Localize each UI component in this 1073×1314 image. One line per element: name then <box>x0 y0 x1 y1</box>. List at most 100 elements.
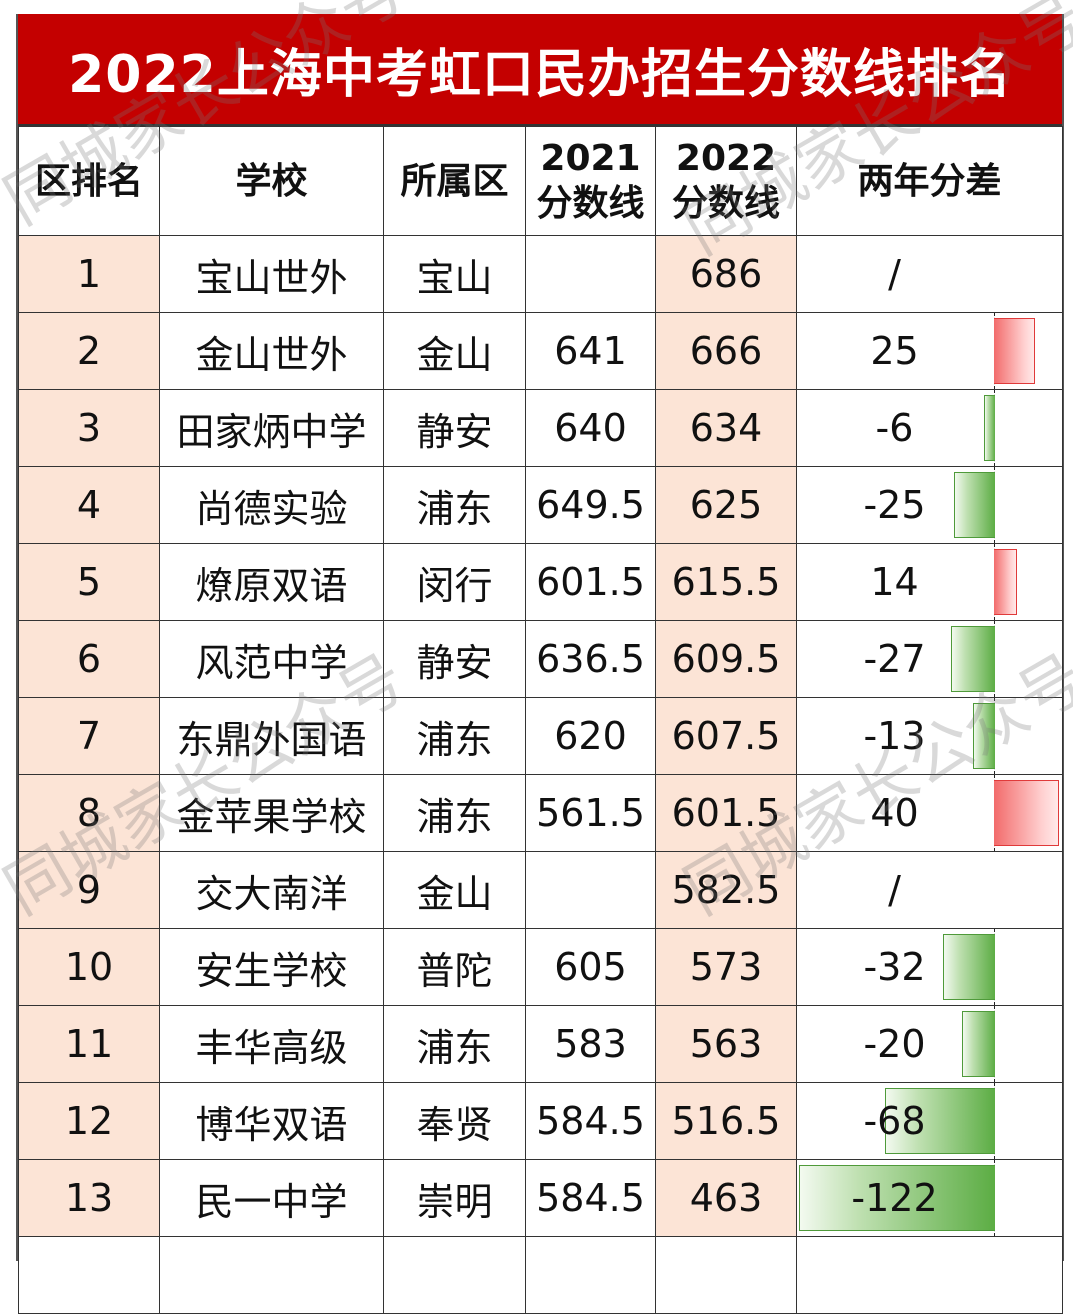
cell-rank: 3 <box>18 389 160 467</box>
cell-rank: 8 <box>18 774 160 852</box>
cell-rank: 6 <box>18 620 160 698</box>
table-row: 7 东鼎外国语 浦东 620 607.5 -13 <box>18 697 1063 775</box>
diff-bar-negative <box>973 703 995 769</box>
cell-school: 尚德实验 <box>159 466 384 544</box>
cell-school: 交大南洋 <box>159 851 384 929</box>
cell-rank: 1 <box>18 235 160 313</box>
cell-rank: 9 <box>18 851 160 929</box>
cell-score-2022: 615.5 <box>655 543 797 621</box>
cell-school: 民一中学 <box>159 1159 384 1237</box>
table-row: 12 博华双语 奉贤 584.5 516.5 -68 <box>18 1082 1063 1160</box>
table-row: 8 金苹果学校 浦东 561.5 601.5 40 <box>18 774 1063 852</box>
diff-bar-negative <box>799 1165 995 1231</box>
table-row: 2 金山世外 金山 641 666 25 <box>18 312 1063 390</box>
cell-score-2022: 582.5 <box>655 851 797 929</box>
cell-rank: 2 <box>18 312 160 390</box>
cell-school: 风范中学 <box>159 620 384 698</box>
cell-rank: 5 <box>18 543 160 621</box>
diff-bar-positive <box>994 780 1059 846</box>
cell-district: 奉贤 <box>383 1082 526 1160</box>
header-school: 学校 <box>159 126 384 236</box>
cell-empty <box>525 1236 656 1314</box>
cell-rank: 4 <box>18 466 160 544</box>
cell-diff: 40 <box>796 774 1063 852</box>
diff-bar-negative <box>962 1011 995 1077</box>
header-score-2022-year: 2022 <box>675 138 777 179</box>
diff-value: -32 <box>863 945 926 989</box>
cell-rank: 10 <box>18 928 160 1006</box>
header-score-2022: 2022 分数线 <box>655 126 797 236</box>
header-rank: 区排名 <box>18 126 160 236</box>
cell-district: 金山 <box>383 312 526 390</box>
cell-district: 浦东 <box>383 697 526 775</box>
diff-value: -25 <box>863 483 926 527</box>
diff-bar-positive <box>994 318 1035 384</box>
diff-bar-negative <box>943 934 995 1000</box>
diff-bar-negative <box>954 472 995 538</box>
cell-rank: 12 <box>18 1082 160 1160</box>
diff-bar-negative <box>984 395 995 461</box>
cell-school: 宝山世外 <box>159 235 384 313</box>
cell-diff: -68 <box>796 1082 1063 1160</box>
table-row: 5 燎原双语 闵行 601.5 615.5 14 <box>18 543 1063 621</box>
cell-empty <box>383 1236 526 1314</box>
header-score-2021: 2021 分数线 <box>525 126 656 236</box>
cell-diff: / <box>796 235 1063 313</box>
cell-score-2022: 686 <box>655 235 797 313</box>
cell-empty <box>655 1236 797 1314</box>
cell-score-2022: 607.5 <box>655 697 797 775</box>
table-row: 6 风范中学 静安 636.5 609.5 -27 <box>18 620 1063 698</box>
table-row: 9 交大南洋 金山 582.5 / <box>18 851 1063 929</box>
cell-diff: -13 <box>796 697 1063 775</box>
header-district: 所属区 <box>383 126 526 236</box>
cell-score-2022: 625 <box>655 466 797 544</box>
table-row: 11 丰华高级 浦东 583 563 -20 <box>18 1005 1063 1083</box>
cell-score-2021: 605 <box>525 928 656 1006</box>
cell-score-2021: 601.5 <box>525 543 656 621</box>
diff-value: / <box>888 868 901 912</box>
cell-score-2022: 463 <box>655 1159 797 1237</box>
header-score-2021-label: 分数线 <box>536 183 645 224</box>
table-row: 10 安生学校 普陀 605 573 -32 <box>18 928 1063 1006</box>
cell-score-2021: 636.5 <box>525 620 656 698</box>
cell-diff: 25 <box>796 312 1063 390</box>
cell-rank: 11 <box>18 1005 160 1083</box>
table-title: 2022上海中考虹口民办招生分数线排名 <box>18 14 1062 126</box>
cell-score-2022: 601.5 <box>655 774 797 852</box>
table-body: 1 宝山世外 宝山 686/2 金山世外 金山 641 666 25 3 田家炳中学 静安 640 634… <box>18 235 1063 1314</box>
table-row: 4 尚德实验 浦东 649.5 625 -25 <box>18 466 1063 544</box>
cell-diff: -122 <box>796 1159 1063 1237</box>
cell-score-2022: 516.5 <box>655 1082 797 1160</box>
cell-score-2021: 641 <box>525 312 656 390</box>
diff-value: 25 <box>870 329 919 373</box>
cell-score-2021: 620 <box>525 697 656 775</box>
diff-value: -20 <box>863 1022 926 1066</box>
cell-district: 崇明 <box>383 1159 526 1237</box>
diff-bar-negative <box>951 626 995 692</box>
cell-diff: / <box>796 851 1063 929</box>
header-row: 区排名 学校 所属区 2021 分数线 2022 分数线 两年分差 <box>18 126 1063 236</box>
cell-empty <box>18 1236 160 1314</box>
cell-score-2021: 640 <box>525 389 656 467</box>
cell-diff: 14 <box>796 543 1063 621</box>
table-row: 1 宝山世外 宝山 686 / <box>18 235 1063 313</box>
diff-value: -13 <box>863 714 926 758</box>
cell-school: 金山世外 <box>159 312 384 390</box>
cell-school: 安生学校 <box>159 928 384 1006</box>
cell-district: 闵行 <box>383 543 526 621</box>
diff-value: -6 <box>875 406 914 450</box>
cell-score-2021 <box>525 235 656 313</box>
cell-district: 浦东 <box>383 774 526 852</box>
cell-score-2021 <box>525 851 656 929</box>
cell-school: 田家炳中学 <box>159 389 384 467</box>
diff-value: -27 <box>863 637 926 681</box>
cell-score-2021: 584.5 <box>525 1082 656 1160</box>
header-diff: 两年分差 <box>796 126 1063 236</box>
cell-diff: -25 <box>796 466 1063 544</box>
cell-rank: 7 <box>18 697 160 775</box>
diff-bar-positive <box>994 549 1017 615</box>
header-score-2021-year: 2021 <box>540 138 641 179</box>
cell-school: 金苹果学校 <box>159 774 384 852</box>
score-table: 区排名 学校 所属区 2021 分数线 2022 分数线 两年分差 1 宝山世外宝… <box>18 126 1063 1314</box>
